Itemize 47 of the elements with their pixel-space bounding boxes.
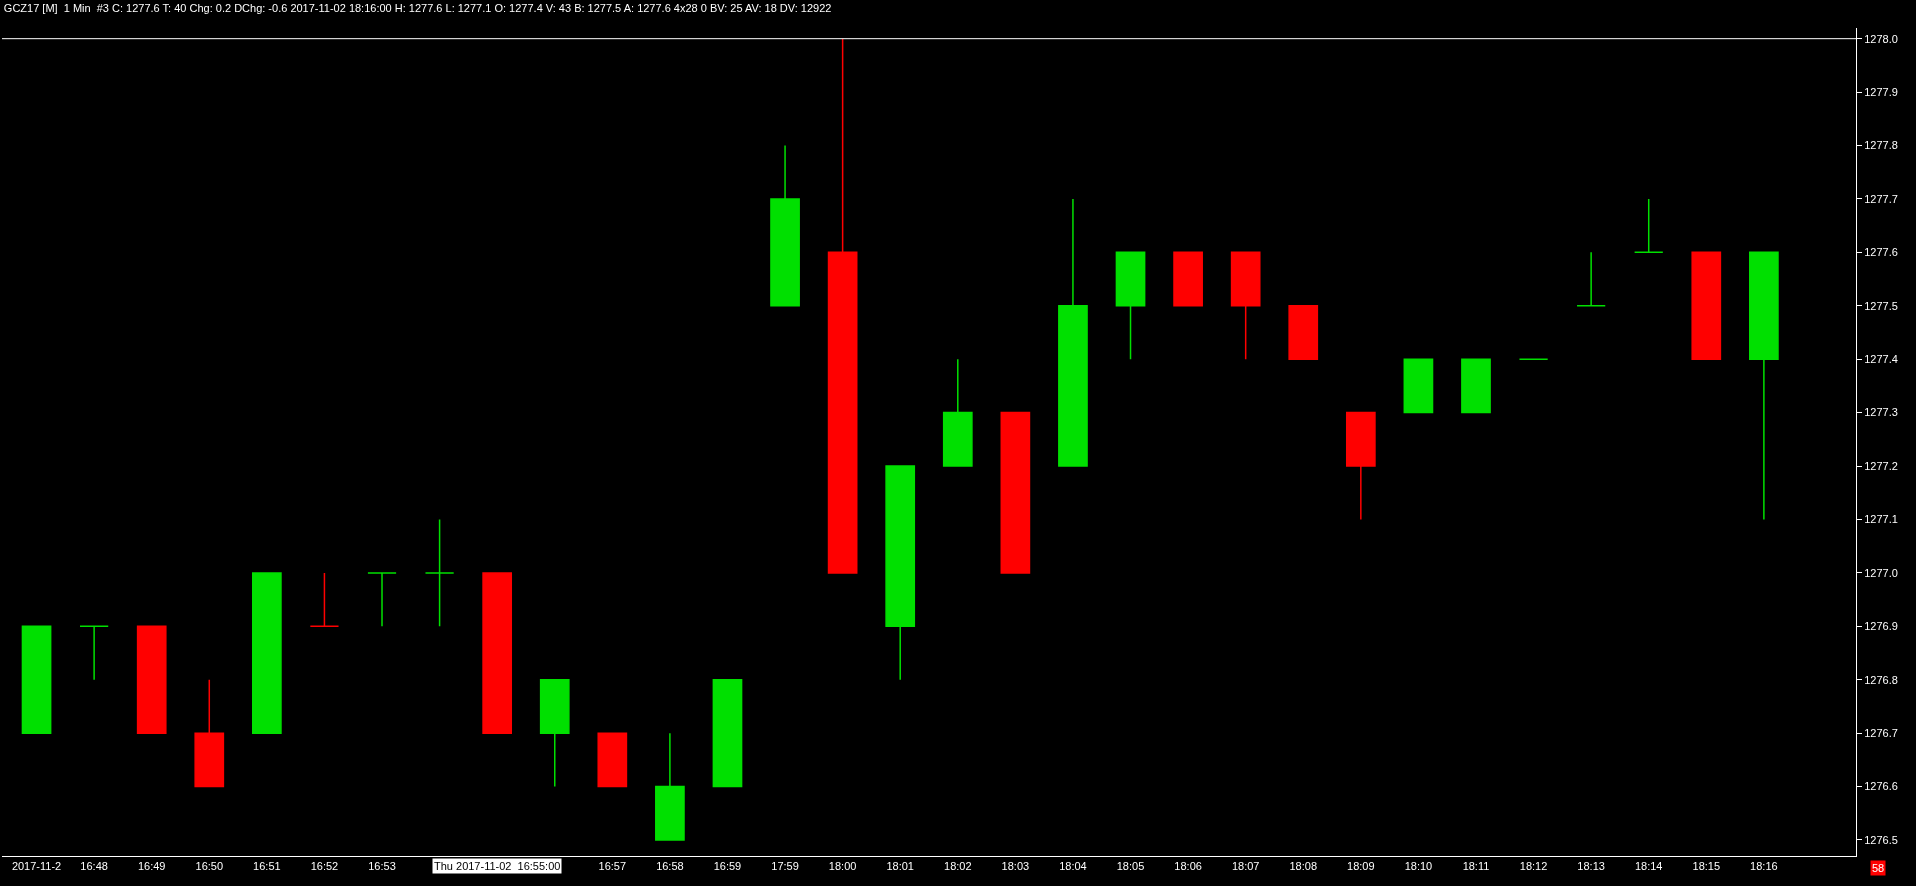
x-tick-label: 16:50 (195, 860, 224, 873)
y-tick-label: 1277.3 (1864, 406, 1898, 419)
x-tick-label: 18:00 (828, 860, 857, 873)
x-tick-label: 18:03 (1001, 860, 1030, 873)
x-tick-label: 18:10 (1404, 860, 1433, 873)
x-tick-label: 18:11 (1462, 860, 1490, 873)
y-tick-label: 1276.8 (1864, 673, 1898, 686)
x-tick-label: 18:04 (1059, 860, 1087, 873)
x-tick-label: 16:49 (137, 860, 166, 873)
y-tick-label: 1277.7 (1864, 192, 1898, 205)
y-tick-label: 1277.4 (1864, 353, 1898, 366)
x-tick-label: 16:53 (368, 860, 396, 873)
y-tick-label: 1276.9 (1864, 620, 1898, 633)
x-tick-label: 16:58 (656, 860, 684, 873)
y-tick-label: 1277.2 (1864, 459, 1898, 472)
x-tick-label: 2017-11-2 (11, 860, 62, 873)
x-tick-label: 17:59 (771, 860, 799, 873)
y-tick-label: 1277.6 (1864, 246, 1898, 259)
x-tick-label: 16:57 (598, 860, 627, 873)
x-tick-label: 18:08 (1289, 860, 1318, 873)
y-tick-label: 1277.1 (1864, 513, 1898, 526)
y-tick-label: 1277.9 (1864, 85, 1898, 98)
y-tick-label: 1277.5 (1864, 299, 1898, 312)
x-tick-label: 18:05 (1116, 860, 1145, 873)
x-tick-label: 18:12 (1519, 860, 1548, 873)
text: Thu 2017-11-02 16:55:00 (434, 860, 561, 872)
y-tick-label: 1277.0 (1864, 566, 1898, 579)
y-tick-label: 1276.6 (1864, 780, 1898, 793)
x-tick-label: 16:52 (310, 860, 339, 873)
x-tick-label: 18:16 (1750, 860, 1778, 873)
x-tick-label: 16:48 (80, 860, 108, 873)
y-tick-label: 1278.0 (1864, 32, 1898, 45)
chart-title: GCZ17 [M] 1 Min #3 C: 1277.6 T: 40 Chg: 0.2 DChg: -0.6 2017-11-02 18:16:00 H: 1277.6 L: 1277.1 O: 1277.4 V: 43 B: 1277.5 A: 1277.6 4x28 0 BV: 25 AV: 18 DV: 12922 (3, 2, 832, 15)
x-tick-label: 18:14 (1634, 860, 1663, 873)
y-tick-label: 1277.8 (1864, 139, 1898, 152)
x-tick-label: 18:15 (1692, 860, 1721, 873)
x-tick-label: 18:02 (944, 860, 972, 873)
x-tick-label: 18:09 (1347, 860, 1375, 873)
x-tick-label: 16:59 (713, 860, 742, 873)
x-tick-label: 18:13 (1577, 860, 1605, 873)
x-tick-label: 16:51 (253, 860, 281, 873)
x-tick-label: 18:06 (1174, 860, 1202, 873)
x-tick-label: 18:01 (886, 860, 914, 873)
y-tick-label: 1276.5 (1864, 833, 1898, 846)
y-tick-label: 1276.7 (1864, 726, 1898, 739)
x-tick-label: 18:07 (1231, 860, 1260, 873)
text: 58 (1872, 862, 1885, 874)
